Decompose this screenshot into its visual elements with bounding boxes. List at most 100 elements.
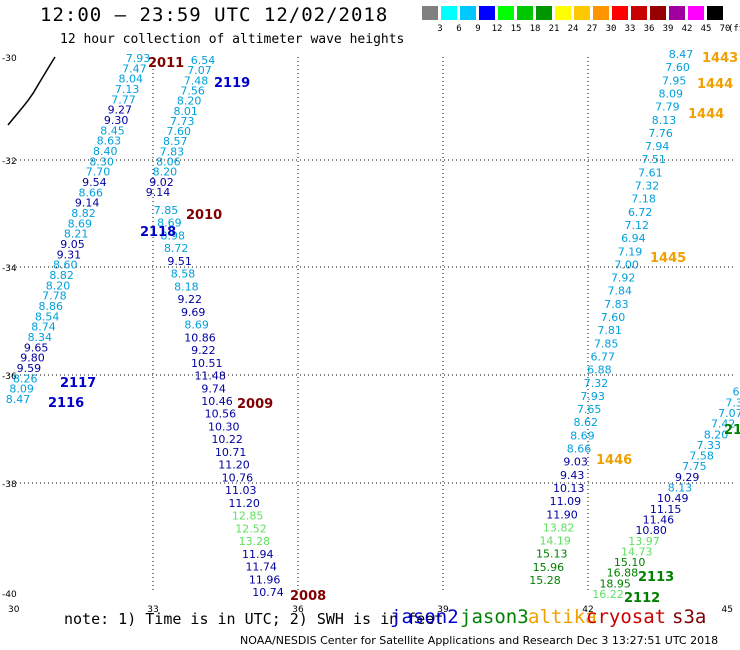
wave-height-value: 6.88: [587, 364, 612, 377]
track-labels: 2011 2119 2010 2118 2117 2116 2009 2008 1443 1444…: [48, 51, 740, 606]
wave-height-value: 9.65: [24, 341, 49, 354]
wave-height-value: 7.58: [689, 450, 714, 463]
wave-height-value: 10.13: [553, 482, 585, 495]
wave-height-value: 16.88: [607, 567, 639, 580]
satellite-name: s3a: [672, 606, 707, 628]
wave-height-value: 7.73: [170, 115, 195, 128]
wave-height-value: 8.98: [161, 229, 186, 242]
legend-label: 9: [475, 24, 481, 34]
wave-height-value: 8.74: [31, 321, 56, 334]
wave-height-value: 10.74: [252, 586, 284, 599]
note-text: note: 1) Time is in UTC; 2) SWH is in fe…: [64, 610, 444, 628]
legend-swatch: [612, 6, 628, 20]
wave-height-value: 7.83: [160, 145, 185, 158]
wave-height-value: 8.13: [652, 114, 677, 127]
wave-height-value: 13.82: [543, 521, 575, 534]
wave-height-value: 7.79: [655, 101, 680, 114]
wave-height-value: 8.20: [704, 428, 729, 441]
wave-height-value: 6.77: [591, 350, 616, 363]
wave-height-value: 7.60: [601, 311, 626, 324]
wave-height-value: 11.96: [249, 573, 281, 586]
wave-height-value: 9.22: [191, 344, 216, 357]
track-label: 1443: [702, 51, 738, 66]
wave-height-value: 8.20: [177, 95, 202, 108]
wave-height-value: 7.65: [577, 403, 602, 416]
wave-height-value: 8.09: [9, 383, 34, 396]
lon-tick-label: 39: [437, 605, 449, 615]
wave-height-value: 8.58: [171, 268, 196, 281]
wave-height-value: 8.82: [71, 207, 96, 220]
wave-height-value: 11.90: [546, 508, 578, 521]
wave-height-value: 8.13: [668, 482, 693, 495]
wave-height-value: 7.48: [184, 74, 209, 87]
satellite-name: jason3: [460, 606, 529, 628]
wave-height-value: 8.57: [163, 135, 188, 148]
legend-swatch: [479, 6, 495, 20]
satellite-name: cryosat: [586, 606, 667, 628]
lon-tick-label: 36: [292, 605, 304, 615]
wave-height-value: 7.07: [187, 64, 212, 77]
wave-height-value: 14.73: [621, 545, 653, 558]
wave-height-value: 10.30: [208, 420, 240, 433]
wave-height-value: 7.61: [638, 166, 663, 179]
wave-height-value: 6.54: [191, 54, 216, 67]
lat-tick-label: -30: [2, 54, 17, 64]
lat-tick-label: -36: [2, 372, 17, 382]
wave-height-value: 9.51: [167, 255, 192, 268]
legend-label: 3: [437, 24, 443, 34]
wave-height-value: 8.45: [100, 124, 125, 137]
wave-height-value: 8.47: [669, 48, 694, 61]
legend-label: 27: [586, 24, 598, 34]
lat-tick-label: -32: [2, 157, 17, 167]
lat-tick-label: -40: [2, 590, 17, 600]
wave-height-value: 7.19: [618, 245, 643, 258]
map-title: 12:00 — 23:59 UTC 12/02/2018: [40, 4, 389, 26]
wave-height-value: 8.30: [89, 155, 114, 168]
wave-height-value: 9.80: [20, 352, 45, 365]
track-label: 1445: [650, 251, 686, 266]
wave-height-value: 12.85: [232, 510, 264, 523]
legend-swatch: [631, 6, 647, 20]
wave-height-value: 8.04: [118, 73, 143, 86]
legend-swatch: [669, 6, 685, 20]
wave-height-value: 9.54: [82, 176, 107, 189]
legend-swatch: [707, 6, 723, 20]
track-label: 2008: [290, 589, 326, 604]
wave-height-value: 8.21: [64, 228, 89, 241]
legend-swatch: [422, 6, 438, 20]
wave-height-value: 8.09: [659, 87, 684, 100]
legend-swatch: [441, 6, 457, 20]
wave-height-value: 10.46: [201, 395, 233, 408]
legend-label: 24: [567, 24, 579, 34]
wave-height-value: 8.82: [49, 269, 74, 282]
wave-height-value: 7.07: [718, 407, 740, 420]
wave-height-value: 7.13: [115, 83, 140, 96]
wave-height-value: 9.30: [104, 114, 129, 127]
track-label: 2113: [638, 570, 674, 585]
wave-height-value: 11.09: [550, 495, 582, 508]
wave-height-value: 7.47: [122, 62, 147, 75]
wave-height-value: 13.28: [239, 535, 271, 548]
wave-height-value: 10.76: [222, 471, 254, 484]
wave-height-value: 7.93: [580, 390, 605, 403]
legend-label: 39: [662, 24, 674, 34]
wave-height-value: 7.32: [584, 377, 609, 390]
legend-label: 42: [681, 24, 693, 34]
legend-label: 12: [491, 24, 503, 34]
satellite-name: jason2: [390, 606, 459, 628]
wave-height-value: 10.71: [215, 446, 247, 459]
wave-height-value: 7.60: [167, 125, 192, 138]
track-label: 2117: [60, 376, 96, 391]
track-label: 1446: [596, 453, 632, 468]
lat-tick-label: -38: [2, 480, 17, 490]
legend-swatch: [574, 6, 590, 20]
track-label: 2011: [148, 56, 184, 71]
wave-height-value: 7.42: [711, 418, 736, 431]
wave-height-value: 7.83: [604, 298, 629, 311]
wave-height-value: 9.14: [75, 197, 100, 210]
wave-height-value: 14.19: [539, 535, 571, 548]
wave-height-value: 7.32: [635, 180, 660, 193]
legend-label: 45: [700, 24, 712, 34]
lon-tick-label: 30: [8, 605, 20, 615]
